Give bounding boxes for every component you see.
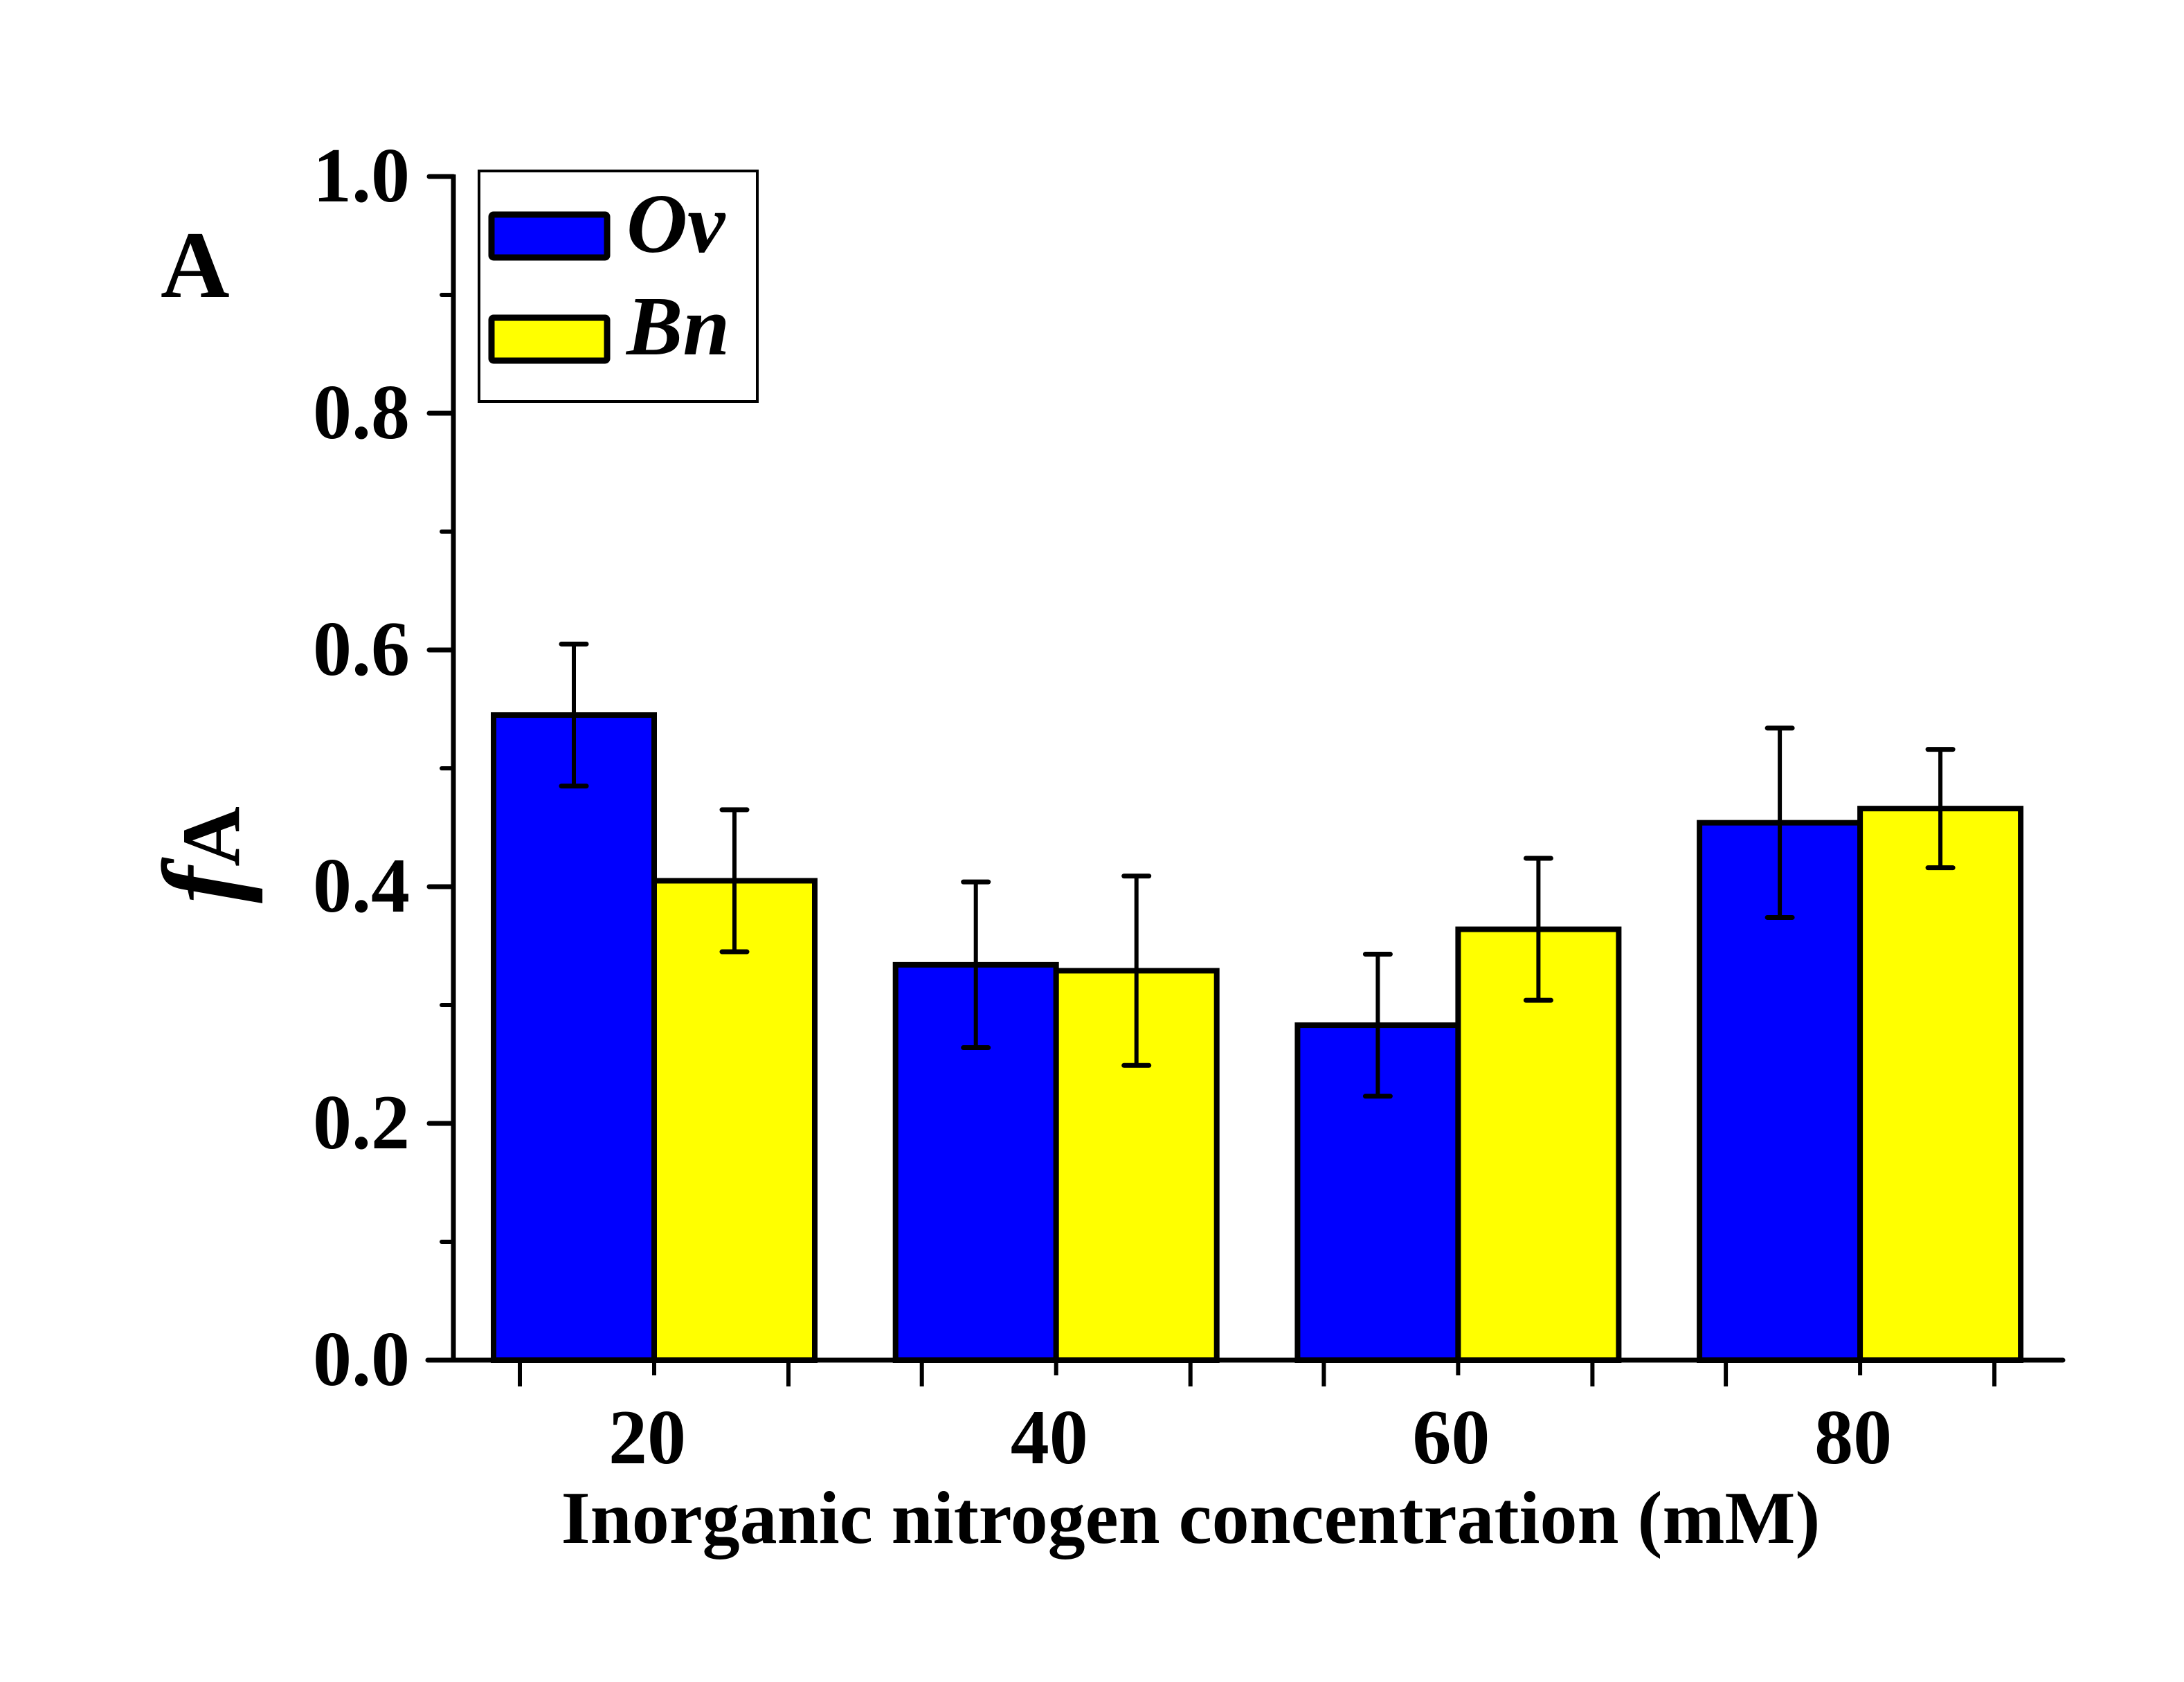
error-bar-bn-20 xyxy=(719,807,750,955)
x-ticks-layer: 20 40 60 80 xyxy=(518,1360,1997,1481)
y-axis-label-subscript: A xyxy=(165,806,257,867)
error-bars-layer xyxy=(559,641,1956,1099)
error-bar-ov-60 xyxy=(1362,951,1393,1099)
bars-layer xyxy=(491,712,2024,1364)
y-tick-label: 0.0 xyxy=(313,1317,410,1402)
error-bar-bn-40 xyxy=(1121,874,1152,1068)
panel-label: A xyxy=(161,212,230,318)
legend-swatch-ov xyxy=(488,211,611,261)
legend: Ov Bn xyxy=(478,170,759,403)
bar-bn-80 xyxy=(1857,806,2024,1363)
legend-label-bn: Bn xyxy=(625,280,730,373)
legend-swatch-bn xyxy=(488,314,611,364)
x-tick-label: 80 xyxy=(1814,1395,1892,1481)
error-bar-ov-80 xyxy=(1765,725,1795,920)
error-bar-ov-20 xyxy=(559,641,589,789)
y-ticks-layer: 0.0 0.2 0.4 0.6 0.8 1.0 xyxy=(313,133,456,1402)
error-bar-ov-40 xyxy=(961,879,991,1051)
x-tick-label: 20 xyxy=(608,1395,686,1481)
x-tick-label: 40 xyxy=(1011,1395,1088,1481)
error-bar-bn-80 xyxy=(1925,747,1956,871)
y-tick-label: 0.6 xyxy=(313,606,410,692)
y-tick-label: 0.4 xyxy=(313,843,410,929)
x-axis-title: Inorganic nitrogen concentration (mM) xyxy=(561,1477,1821,1559)
legend-label-ov: Ov xyxy=(626,177,726,271)
bar-ov-20 xyxy=(491,712,657,1364)
error-bar-bn-60 xyxy=(1523,856,1553,1003)
y-tick-label: 0.8 xyxy=(313,370,410,455)
x-tick-label: 60 xyxy=(1412,1395,1490,1481)
y-tick-label: 0.2 xyxy=(313,1080,410,1166)
y-tick-label: 1.0 xyxy=(313,133,410,219)
